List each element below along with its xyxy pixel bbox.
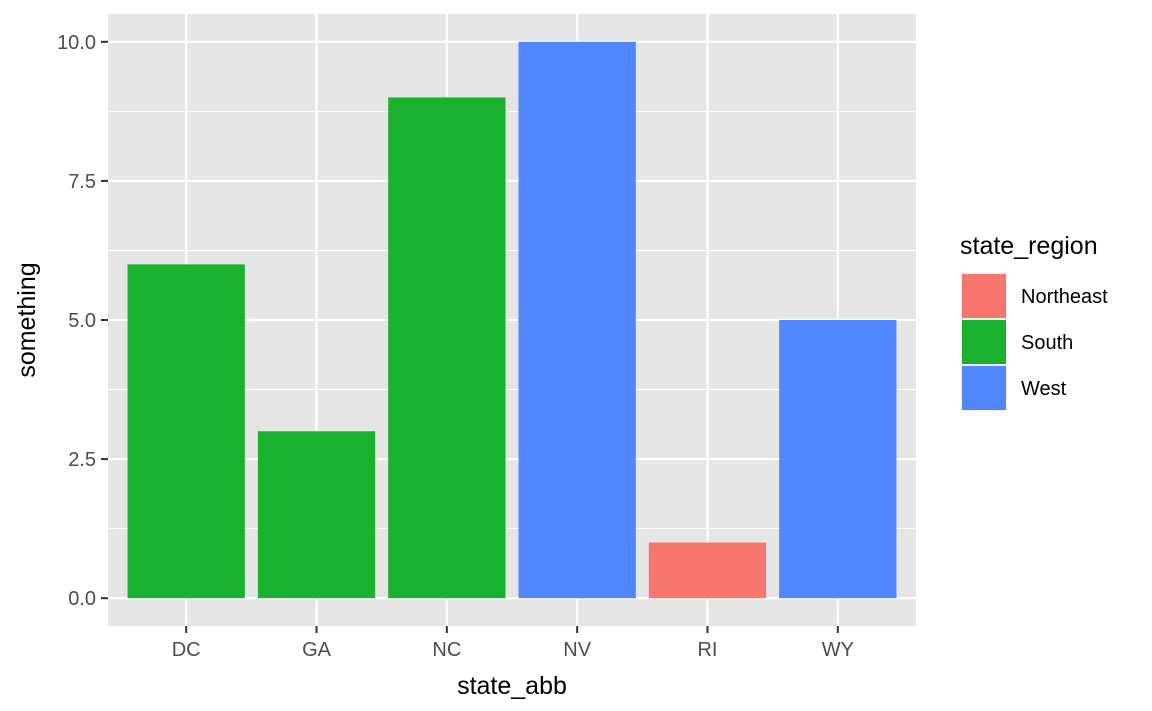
bar-ri xyxy=(648,542,767,599)
bar-ga xyxy=(257,431,376,599)
bars xyxy=(127,41,897,599)
x-tick-label: NV xyxy=(563,639,591,661)
bar-nv xyxy=(518,41,636,599)
bar-dc xyxy=(127,264,245,599)
y-tick-label: 10.0 xyxy=(57,32,96,54)
legend-label-west: West xyxy=(1021,378,1067,400)
x-tick-label: GA xyxy=(302,639,332,661)
x-axis: DC GA NC NV RI WY xyxy=(172,626,854,661)
y-tick-label: 5.0 xyxy=(68,310,96,332)
legend-swatch-west xyxy=(962,366,1006,410)
bar-wy xyxy=(779,320,897,599)
x-tick-label: WY xyxy=(822,639,854,661)
legend-label-south: South xyxy=(1021,332,1073,354)
bar-nc xyxy=(388,97,506,599)
x-axis-title: state_abb xyxy=(457,672,567,700)
legend-swatch-south xyxy=(962,320,1006,364)
x-tick-label: RI xyxy=(697,639,717,661)
legend-swatch-northeast xyxy=(962,274,1006,318)
legend-label-northeast: Northeast xyxy=(1021,286,1108,308)
y-tick-label: 7.5 xyxy=(68,171,96,193)
x-tick-label: DC xyxy=(172,639,201,661)
legend-title: state_region xyxy=(960,232,1098,260)
y-tick-label: 2.5 xyxy=(68,449,96,471)
legend-items: Northeast South West xyxy=(961,273,1108,411)
y-axis-title: something xyxy=(13,262,41,377)
y-axis: 0.0 2.5 5.0 7.5 10.0 xyxy=(57,32,108,610)
y-tick-label: 0.0 xyxy=(68,588,96,610)
x-tick-label: NC xyxy=(432,639,461,661)
legend: state_region Northeast South West xyxy=(960,232,1108,411)
